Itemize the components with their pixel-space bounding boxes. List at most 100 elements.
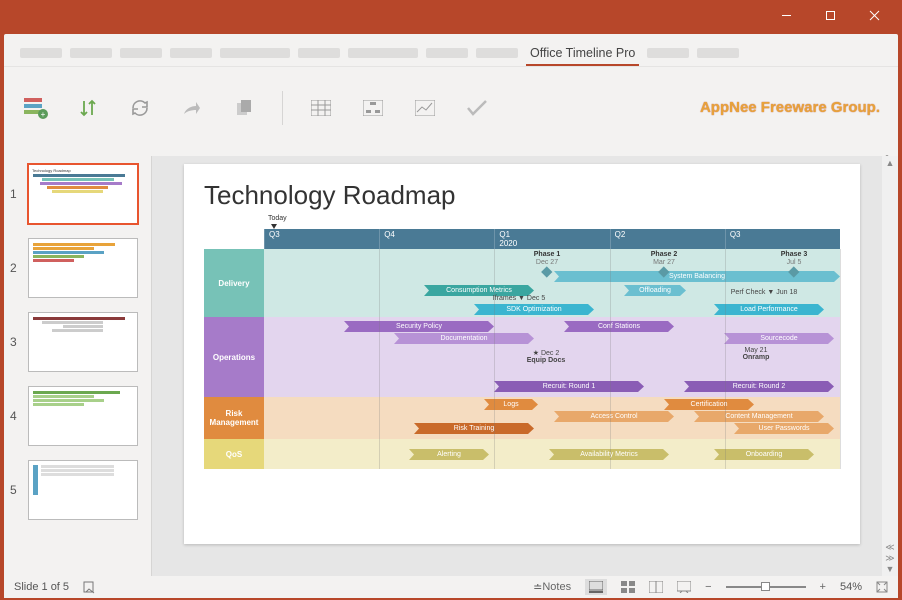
task-bar[interactable]: Risk Training.task[style*="#c96a2a"]::af… (414, 423, 534, 434)
ribbon: Office Timeline Pro + AppNee Freeware Gr… (4, 34, 898, 156)
annotation: May 21Onramp (743, 347, 770, 361)
copy-icon[interactable] (230, 94, 258, 122)
table-icon[interactable] (307, 94, 335, 122)
thumb-preview (28, 386, 138, 446)
view-sorter-icon[interactable] (621, 581, 635, 593)
ribbon-toolbar: + AppNee Freeware Group. (4, 66, 898, 148)
checkmark-icon[interactable] (463, 94, 491, 122)
task-bar[interactable]: User Passwords.task[style*="#e8a86a"]::a… (734, 423, 834, 434)
svg-text:+: + (41, 110, 46, 119)
quarter-label: Q4 (379, 229, 494, 249)
task-bar[interactable]: Onboarding.task[style*="#c9be6a"]::after… (714, 449, 814, 460)
ribbon-tab-placeholder[interactable] (348, 48, 418, 58)
slide[interactable]: Technology Roadmap Today Q3Q4Q12020Q2Q3 … (184, 164, 860, 544)
task-bar[interactable]: Content Management.task[style*="#e8a86a"… (694, 411, 824, 422)
ribbon-tab-placeholder[interactable] (298, 48, 340, 58)
slide-thumbnails: 1 Technology Roadmap 2 3 (4, 156, 152, 576)
task-bar[interactable]: Recruit: Round 1.task[style*="#8a5db5"]:… (494, 381, 644, 392)
swimlane-body: Alerting.task[style*="#c9be6a"]::after{b… (264, 439, 840, 469)
task-bar[interactable]: Sourcecode.task[style*="#b792d6"]::after… (724, 333, 834, 344)
spellcheck-icon[interactable] (83, 580, 97, 594)
ribbon-tab-placeholder[interactable] (647, 48, 689, 58)
annotation: Iframes ▼ Dec 5 (493, 295, 545, 302)
task-bar[interactable]: Logs.task[style*="#e08b3f"]::after{borde… (484, 399, 538, 410)
swimlane-label: QoS (204, 439, 264, 469)
gridline (494, 249, 495, 469)
thumb-preview: Technology Roadmap (28, 164, 138, 224)
new-timeline-icon[interactable]: + (22, 94, 50, 122)
swimlane-risk-management: Risk Management Logs.task[style*="#e08b3f… (204, 397, 840, 439)
quarter-label: Q2 (610, 229, 725, 249)
ribbon-tab-placeholder[interactable] (70, 48, 112, 58)
quarter-label: Q3 (725, 229, 840, 249)
task-bar[interactable]: Certification.task[style*="#e08b3f"]::af… (664, 399, 754, 410)
view-normal-icon[interactable] (585, 579, 607, 595)
task-bar[interactable]: Access Control.task[style*="#e8a86a"]::a… (554, 411, 674, 422)
roadmap-chart: Today Q3Q4Q12020Q2Q3 DeliverySystem Bala… (204, 217, 840, 525)
thumb-preview (28, 312, 138, 372)
view-slideshow-icon[interactable] (677, 581, 691, 593)
milestone: Phase 1Dec 27 (534, 251, 560, 278)
ribbon-tab-placeholder[interactable] (120, 48, 162, 58)
today-label: Today (268, 215, 287, 222)
view-reading-icon[interactable] (649, 581, 663, 593)
thumbnail-4[interactable]: 4 (10, 386, 145, 446)
quarter-label: Q3 (264, 229, 379, 249)
notes-button[interactable]: ≐ Notes (533, 581, 571, 594)
scroll-prev-icon[interactable]: ≪ (885, 542, 894, 553)
vertical-scrollbar[interactable]: ▲ ≪ ≫ ▼ (882, 156, 898, 576)
brand-watermark: AppNee Freeware Group. (700, 99, 880, 116)
scroll-up-icon[interactable]: ▲ (886, 158, 895, 168)
thumb-number: 4 (10, 409, 22, 423)
task-bar[interactable]: Recruit: Round 2.task[style*="#8a5db5"]:… (684, 381, 834, 392)
task-bar[interactable]: Alerting.task[style*="#c9be6a"]::after{b… (409, 449, 489, 460)
swimlane-label: Operations (204, 317, 264, 397)
gridline (840, 249, 841, 469)
thumbnail-3[interactable]: 3 (10, 312, 145, 372)
swimlane-label: Risk Management (204, 397, 264, 439)
thumbnail-5[interactable]: 5 (10, 460, 145, 520)
task-bar[interactable]: Load Performance.task[style*="#3bb5d0"]:… (714, 304, 824, 315)
hierarchy-icon[interactable] (359, 94, 387, 122)
sync-icon[interactable] (126, 94, 154, 122)
scroll-down-icon[interactable]: ▼ (886, 564, 895, 574)
thumbnail-1[interactable]: 1 Technology Roadmap (10, 164, 145, 224)
ribbon-tab-placeholder[interactable] (426, 48, 468, 58)
thumb-preview (28, 460, 138, 520)
ribbon-tab-placeholder[interactable] (697, 48, 739, 58)
task-bar[interactable]: Conf Stations.task[style*="#9a6bc2"]::af… (564, 321, 674, 332)
ribbon-tab-placeholder[interactable] (476, 48, 518, 58)
thumb-number: 1 (10, 187, 22, 201)
thumbnail-2[interactable]: 2 (10, 238, 145, 298)
task-bar[interactable]: SDK Optimization.task[style*="#3bb5d0"]:… (474, 304, 594, 315)
notes-label: Notes (542, 581, 571, 593)
statusbar: Slide 1 of 5 ≐ Notes − + 54% (4, 576, 898, 598)
ribbon-tab-placeholder[interactable] (220, 48, 290, 58)
swimlane-label: Delivery (204, 249, 264, 317)
sort-icon[interactable] (74, 94, 102, 122)
maximize-button[interactable] (808, 0, 852, 30)
slide-counter: Slide 1 of 5 (14, 581, 69, 593)
quarter-label: Q12020 (494, 229, 609, 249)
ribbon-tab-active[interactable]: Office Timeline Pro (526, 46, 639, 66)
close-button[interactable] (852, 0, 896, 30)
share-icon[interactable] (178, 94, 206, 122)
toolbar-separator (282, 91, 283, 125)
task-bar[interactable]: Offloading.task[style*="#6bbfd0"]::after… (624, 285, 686, 296)
task-bar[interactable]: Documentation.task[style*="#b792d6"]::af… (394, 333, 534, 344)
ribbon-tabs: Office Timeline Pro (4, 34, 898, 66)
zoom-out-button[interactable]: − (705, 581, 711, 593)
zoom-in-button[interactable]: + (820, 581, 826, 593)
trend-icon[interactable] (411, 94, 439, 122)
thumb-preview (28, 238, 138, 298)
zoom-slider[interactable] (726, 586, 806, 588)
workspace: 1 Technology Roadmap 2 3 (4, 156, 898, 576)
annotation: ★ Dec 2Equip Docs (527, 349, 566, 364)
minimize-button[interactable] (764, 0, 808, 30)
task-bar[interactable]: Security Policy.task[style*="#9a6bc2"]::… (344, 321, 494, 332)
ribbon-tab-placeholder[interactable] (170, 48, 212, 58)
gridline (725, 249, 726, 469)
scroll-next-icon[interactable]: ≫ (885, 553, 894, 564)
fit-window-icon[interactable] (876, 581, 888, 593)
ribbon-tab-placeholder[interactable] (20, 48, 62, 58)
